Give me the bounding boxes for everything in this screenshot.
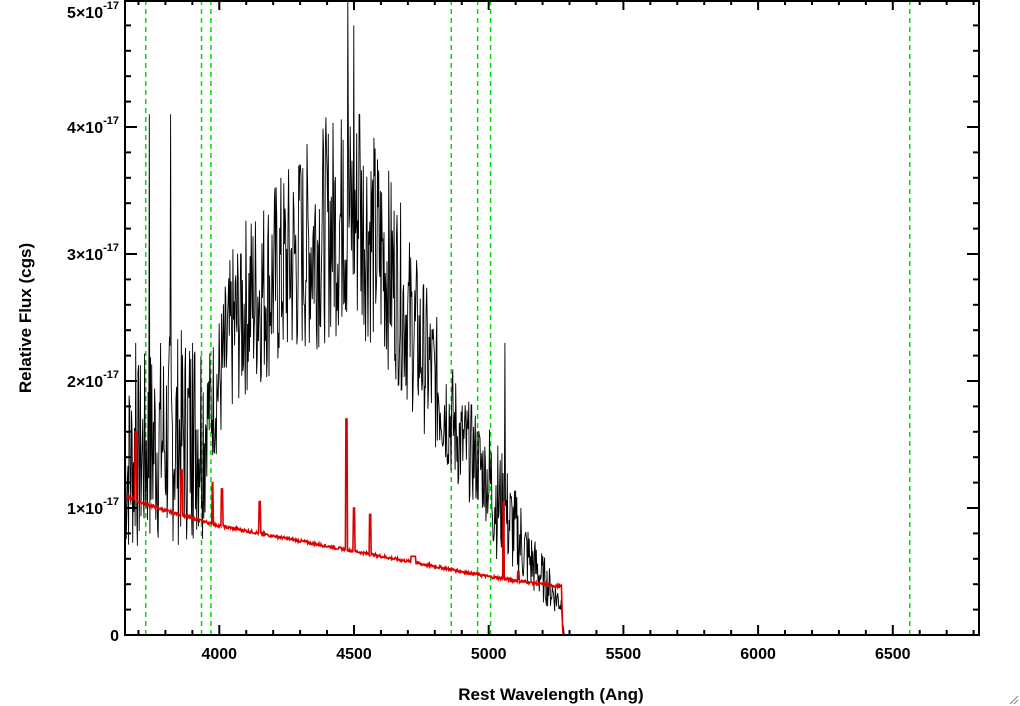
y-tick-label: 3×10-17	[67, 242, 119, 264]
y-tick-label: 5×10-17	[67, 0, 119, 22]
series-layer	[124, 0, 979, 636]
x-tick-label: 5000	[471, 646, 507, 663]
x-tick-label: 5500	[606, 646, 642, 663]
series-0-line	[124, 0, 979, 636]
resize-grip-icon	[1009, 695, 1019, 705]
reference-lines	[144, 0, 911, 635]
x-tick-label: 6500	[875, 646, 911, 663]
y-tick-label: 2×10-17	[67, 369, 119, 391]
y-tick-label: 1×10-17	[67, 496, 119, 518]
plot-frame	[124, 0, 980, 636]
y-axis: 0 1×10-17 2×10-17 3×10-17 4×10-17 5×10-17	[67, 0, 979, 645]
y-axis-title: Relative Flux (cgs)	[16, 243, 35, 393]
x-tick-label: 4000	[201, 646, 237, 663]
x-tick-label: 4500	[336, 646, 372, 663]
y-tick-label: 4×10-17	[67, 115, 119, 137]
y-tick-label: 0	[110, 628, 119, 645]
x-axis-title: Rest Wavelength (Ang)	[458, 685, 643, 704]
x-axis: 4000 4500 5000 5500 6000 6500	[137, 0, 975, 663]
series-1-line	[124, 418, 979, 636]
x-tick-label: 6000	[740, 646, 776, 663]
